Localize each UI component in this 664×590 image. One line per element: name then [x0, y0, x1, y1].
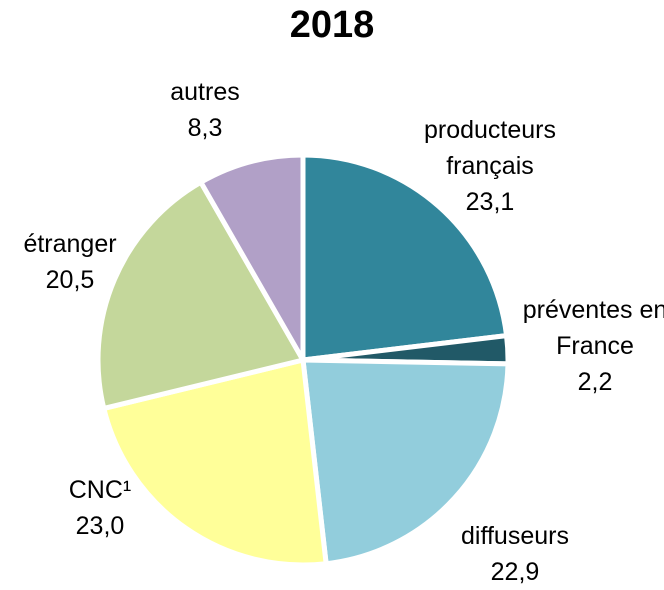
value-label: 22,9 — [490, 558, 540, 586]
value-label: 8,3 — [187, 114, 223, 142]
slice-label: autres 8,3 — [135, 74, 275, 146]
category-label: préventes en France — [522, 296, 664, 360]
value-label: 20,5 — [45, 266, 95, 294]
value-label: 23,0 — [75, 512, 125, 540]
category-label: autres — [170, 78, 240, 106]
slice-label: producteurs français 23,1 — [390, 112, 590, 220]
slice-label: CNC¹ 23,0 — [30, 472, 170, 544]
pie-slice — [95, 179, 306, 411]
slice-label: diffuseurs 22,9 — [420, 518, 610, 590]
pie-slice — [198, 152, 306, 363]
category-label: CNC¹ — [68, 476, 132, 504]
category-label: diffuseurs — [461, 522, 569, 550]
category-label: producteurs français — [423, 116, 557, 180]
slice-label: préventes en France 2,2 — [520, 292, 664, 400]
pie-slice — [101, 357, 329, 568]
pie-slice — [300, 357, 511, 567]
pie-slice — [300, 152, 510, 363]
slice-label: étranger 20,5 — [0, 226, 140, 298]
value-label: 2,2 — [577, 368, 613, 396]
chart-title: 2018 — [289, 4, 375, 46]
value-label: 23,1 — [465, 188, 515, 216]
category-label: étranger — [23, 230, 117, 258]
